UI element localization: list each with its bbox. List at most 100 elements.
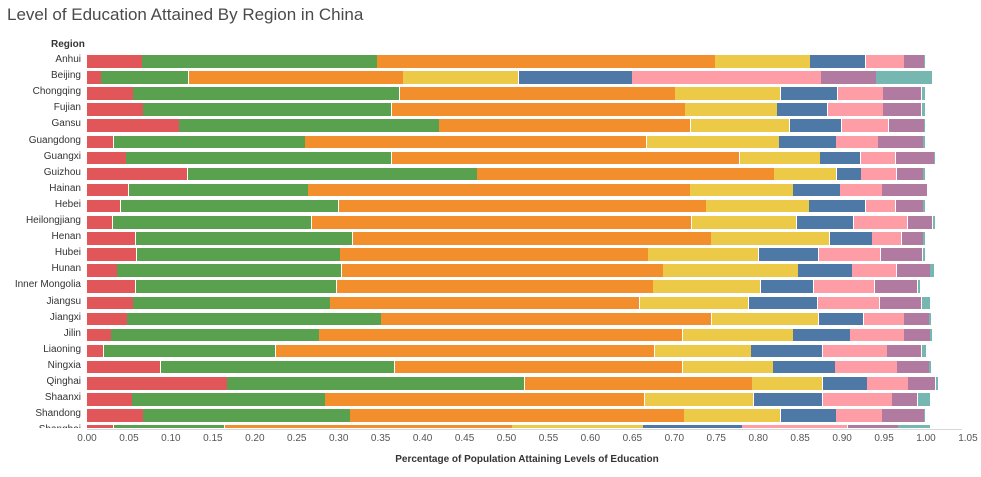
bar-segment[interactable]: [712, 312, 818, 326]
bar-segment[interactable]: [777, 103, 828, 116]
bar-segment[interactable]: [904, 312, 929, 326]
bar-segment[interactable]: [760, 280, 813, 293]
bar-segment[interactable]: [653, 280, 761, 293]
bar-segment[interactable]: [715, 55, 810, 68]
bar-segment[interactable]: [861, 167, 897, 181]
bar-segment[interactable]: [924, 55, 926, 68]
bar-segment[interactable]: [87, 328, 111, 342]
bar-segment[interactable]: [840, 183, 882, 197]
bar-segment[interactable]: [87, 312, 127, 326]
bar-segment[interactable]: [835, 360, 897, 374]
bar-segment[interactable]: [852, 264, 897, 277]
bar-segment[interactable]: [691, 216, 797, 229]
bar-segment[interactable]: [813, 280, 875, 293]
bar-segment[interactable]: [907, 216, 933, 229]
bar-segment[interactable]: [381, 312, 712, 326]
bar-segment[interactable]: [883, 103, 922, 116]
bar-segment[interactable]: [930, 328, 933, 342]
bar-segment[interactable]: [773, 360, 835, 374]
bar-segment[interactable]: [742, 425, 848, 428]
bar-segment[interactable]: [311, 216, 692, 229]
bar-segment[interactable]: [904, 328, 930, 342]
bar-segment[interactable]: [224, 425, 512, 428]
bar-segment[interactable]: [896, 167, 923, 181]
bar-segment[interactable]: [930, 264, 934, 277]
bar-segment[interactable]: [305, 135, 646, 148]
bar-segment[interactable]: [127, 312, 381, 326]
bar-segment[interactable]: [340, 248, 648, 261]
bar-segment[interactable]: [872, 232, 902, 245]
bar-segment[interactable]: [477, 167, 774, 181]
bar-segment[interactable]: [836, 135, 878, 148]
bar-segment[interactable]: [643, 425, 742, 428]
bar-segment[interactable]: [648, 248, 759, 261]
bar-segment[interactable]: [751, 344, 823, 358]
bar-segment[interactable]: [922, 248, 926, 261]
bar-segment[interactable]: [394, 360, 683, 374]
bar-segment[interactable]: [120, 199, 339, 213]
bar-segment[interactable]: [847, 425, 898, 428]
bar-segment[interactable]: [391, 103, 685, 116]
bar-segment[interactable]: [836, 409, 882, 422]
bar-segment[interactable]: [821, 71, 876, 84]
bar-segment[interactable]: [160, 360, 395, 374]
bar-segment[interactable]: [330, 296, 640, 309]
bar-segment[interactable]: [837, 167, 861, 181]
bar-segment[interactable]: [87, 135, 114, 148]
bar-segment[interactable]: [143, 103, 391, 116]
bar-segment[interactable]: [682, 328, 793, 342]
bar-segment[interactable]: [837, 87, 883, 100]
bar-segment[interactable]: [739, 151, 820, 165]
bar-segment[interactable]: [820, 151, 860, 165]
bar-segment[interactable]: [135, 232, 353, 245]
bar-segment[interactable]: [924, 119, 926, 132]
bar-segment[interactable]: [87, 425, 114, 428]
bar-segment[interactable]: [853, 216, 907, 229]
bar-segment[interactable]: [921, 103, 925, 116]
bar-segment[interactable]: [87, 296, 133, 309]
bar-segment[interactable]: [754, 393, 823, 406]
bar-segment[interactable]: [87, 280, 136, 293]
bar-segment[interactable]: [867, 377, 908, 390]
bar-segment[interactable]: [338, 199, 706, 213]
bar-segment[interactable]: [818, 312, 864, 326]
bar-segment[interactable]: [822, 377, 867, 390]
bar-segment[interactable]: [883, 87, 922, 100]
bar-segment[interactable]: [850, 328, 904, 342]
bar-segment[interactable]: [923, 167, 925, 181]
bar-segment[interactable]: [924, 409, 926, 422]
bar-segment[interactable]: [809, 199, 865, 213]
bar-segment[interactable]: [87, 344, 104, 358]
bar-segment[interactable]: [128, 183, 308, 197]
bar-segment[interactable]: [87, 103, 143, 116]
bar-segment[interactable]: [391, 151, 740, 165]
bar-segment[interactable]: [350, 409, 684, 422]
bar-segment[interactable]: [901, 232, 923, 245]
bar-segment[interactable]: [87, 409, 143, 422]
bar-segment[interactable]: [932, 216, 935, 229]
bar-segment[interactable]: [342, 264, 663, 277]
bar-segment[interactable]: [399, 87, 675, 100]
bar-segment[interactable]: [682, 360, 773, 374]
bar-segment[interactable]: [923, 199, 925, 213]
bar-segment[interactable]: [898, 425, 930, 428]
bar-segment[interactable]: [879, 296, 922, 309]
bar-segment[interactable]: [113, 135, 305, 148]
bar-segment[interactable]: [822, 393, 892, 406]
bar-segment[interactable]: [126, 151, 391, 165]
bar-segment[interactable]: [887, 344, 922, 358]
bar-segment[interactable]: [524, 377, 752, 390]
bar-segment[interactable]: [908, 377, 936, 390]
bar-segment[interactable]: [711, 232, 829, 245]
bar-segment[interactable]: [639, 296, 749, 309]
bar-segment[interactable]: [87, 393, 132, 406]
bar-segment[interactable]: [337, 280, 653, 293]
bar-segment[interactable]: [790, 119, 842, 132]
bar-segment[interactable]: [818, 248, 881, 261]
bar-segment[interactable]: [117, 264, 342, 277]
bar-segment[interactable]: [921, 87, 926, 100]
bar-segment[interactable]: [779, 135, 836, 148]
bar-segment[interactable]: [403, 71, 519, 84]
bar-segment[interactable]: [439, 119, 691, 132]
bar-segment[interactable]: [87, 377, 227, 390]
